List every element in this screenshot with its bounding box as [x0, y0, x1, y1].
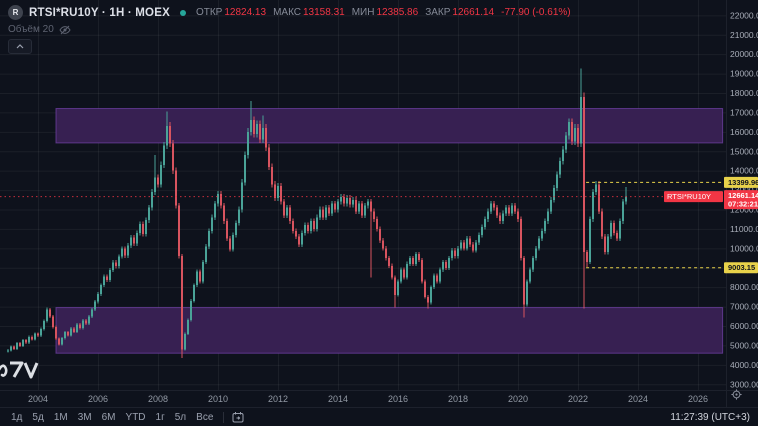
volume-indicator-label[interactable]: Объём 20	[8, 24, 54, 35]
svg-text:13000.00: 13000.00	[730, 185, 758, 195]
low-label: МИН	[351, 7, 375, 18]
svg-text:2024: 2024	[628, 394, 648, 404]
open-label: ОТКР	[195, 7, 223, 18]
chevron-up-icon	[16, 44, 24, 49]
go-to-date-button[interactable]	[229, 410, 247, 424]
svg-text:2020: 2020	[508, 394, 528, 404]
svg-text:RTSI*RU10Y: RTSI*RU10Y	[667, 192, 711, 201]
change-value: -77.90 (-0.61%)	[501, 7, 571, 18]
svg-text:16000.00: 16000.00	[730, 127, 758, 137]
svg-text:20000.00: 20000.00	[730, 49, 758, 59]
svg-text:2026: 2026	[688, 394, 708, 404]
range-button-1г[interactable]: 1г	[151, 411, 170, 424]
svg-text:6000.00: 6000.00	[730, 321, 758, 331]
symbol-title[interactable]: RTSI*RU10Y · 1H · MOEX	[29, 6, 170, 19]
svg-text:07:32:21: 07:32:21	[728, 200, 758, 209]
range-button-Все[interactable]: Все	[191, 411, 218, 424]
svg-text:5000.00: 5000.00	[730, 340, 758, 350]
high-label: МАКС	[273, 7, 301, 18]
range-button-3М[interactable]: 3М	[73, 411, 97, 424]
candlestick-chart[interactable]: 3000.00 4000.00 5000.00 6000.00 7000.00 8000.…	[0, 0, 758, 407]
svg-text:7000.00: 7000.00	[730, 302, 758, 312]
high-value: 13158.31	[303, 7, 345, 18]
svg-text:11000.00: 11000.00	[730, 224, 758, 234]
tradingview-logo[interactable]	[0, 355, 52, 383]
timezone-clock[interactable]: 11:27:39 (UTC+3)	[670, 411, 750, 423]
symbol-logo: R	[8, 5, 23, 20]
svg-text:2014: 2014	[328, 394, 348, 404]
svg-text:2004: 2004	[28, 394, 48, 404]
open-value: 12824.13	[224, 7, 267, 18]
collapse-indicators-button[interactable]	[8, 39, 32, 54]
range-button-6М[interactable]: 6М	[97, 411, 121, 424]
range-button-1М[interactable]: 1М	[49, 411, 73, 424]
range-buttons: 1д 5д 1М 3М 6М YTD 1г 5л Все	[6, 411, 218, 424]
svg-text:13399.96: 13399.96	[728, 178, 758, 187]
svg-text:8000.00: 8000.00	[730, 282, 758, 292]
supply-zone-box[interactable]	[55, 108, 724, 144]
svg-text:2022: 2022	[568, 394, 588, 404]
svg-text:9003.15: 9003.15	[728, 263, 755, 272]
series-name-tag: RTSI*RU10Y	[664, 191, 723, 203]
range-button-1д[interactable]: 1д	[6, 411, 27, 424]
svg-text:2010: 2010	[208, 394, 228, 404]
range-button-5д[interactable]: 5д	[27, 411, 48, 424]
toolbar-divider	[223, 411, 225, 423]
svg-text:2012: 2012	[268, 394, 288, 404]
axis-settings-gear-icon[interactable]	[731, 389, 742, 400]
svg-text:2018: 2018	[448, 394, 468, 404]
market-status-dot	[179, 9, 186, 16]
bottom-toolbar: 1д 5д 1М 3М 6М YTD 1г 5л Все 11:27:39 (UTC+3)	[0, 407, 758, 426]
svg-text:14000.00: 14000.00	[730, 166, 758, 176]
svg-text:22000.00: 22000.00	[730, 10, 758, 20]
eye-off-icon[interactable]	[59, 25, 71, 35]
close-value: 12661.14	[452, 7, 495, 18]
low-value: 12385.86	[376, 7, 419, 18]
svg-text:2008: 2008	[148, 394, 168, 404]
symbol-row: R RTSI*RU10Y · 1H · MOEX ОТКР 12824.13 МА…	[8, 5, 571, 20]
demand-zone-box[interactable]	[55, 307, 724, 354]
svg-text:4000.00: 4000.00	[730, 360, 758, 370]
candle-series	[7, 68, 627, 359]
calendar-icon	[232, 412, 244, 423]
chart-header: R RTSI*RU10Y · 1H · MOEX ОТКР 12824.13 МА…	[8, 5, 571, 54]
svg-text:21000.00: 21000.00	[730, 30, 758, 40]
ohlc-readout: ОТКР 12824.13 МАКС 13158.31 МИН 12385.86 ЗА…	[196, 7, 571, 18]
svg-text:18000.00: 18000.00	[730, 88, 758, 98]
svg-text:2006: 2006	[88, 394, 108, 404]
svg-text:12000.00: 12000.00	[730, 205, 758, 215]
svg-text:3000.00: 3000.00	[730, 379, 758, 389]
svg-text:15000.00: 15000.00	[730, 146, 758, 156]
svg-text:2016: 2016	[388, 394, 408, 404]
range-button-5л[interactable]: 5л	[170, 411, 191, 424]
indicator-row: Объём 20	[8, 24, 571, 35]
close-label: ЗАКР	[425, 7, 451, 18]
svg-text:12661.14: 12661.14	[728, 191, 758, 200]
lower-level-price-label: 9003.15	[724, 262, 758, 274]
upper-level-price-label: 13399.96	[724, 176, 758, 188]
svg-text:17000.00: 17000.00	[730, 107, 758, 117]
range-button-YTD[interactable]: YTD	[121, 411, 151, 424]
time-axis[interactable]: 2004 2006 2008 2010 2012 2014 2016 2018 2020 2022…	[28, 394, 708, 404]
svg-text:10000.00: 10000.00	[730, 243, 758, 253]
svg-text:19000.00: 19000.00	[730, 69, 758, 79]
